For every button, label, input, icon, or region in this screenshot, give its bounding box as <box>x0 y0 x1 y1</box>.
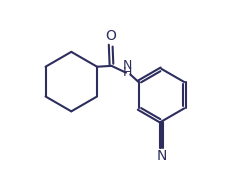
Text: O: O <box>105 29 116 44</box>
Text: H: H <box>123 66 132 80</box>
Text: N: N <box>123 59 132 72</box>
Text: N: N <box>156 149 167 163</box>
